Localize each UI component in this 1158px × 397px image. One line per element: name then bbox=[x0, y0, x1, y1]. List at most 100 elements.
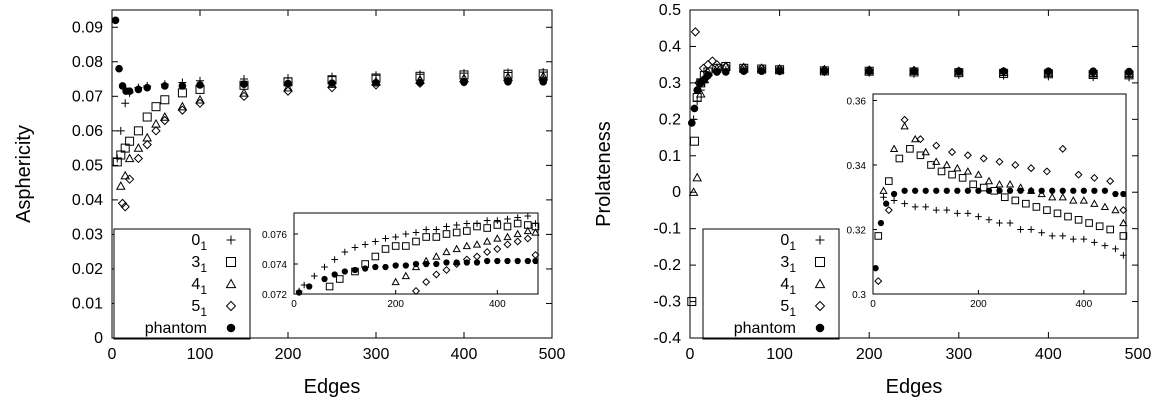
legend-entry-label: 41 bbox=[780, 276, 796, 297]
inset-data-point-circle bbox=[1120, 190, 1127, 198]
inset-data-point-square bbox=[483, 224, 491, 232]
inset-data-point-triangle bbox=[513, 229, 522, 238]
data-point-triangle bbox=[283, 82, 293, 92]
inset-data-point-triangle bbox=[462, 241, 471, 250]
inset-data-point-square bbox=[463, 227, 471, 235]
inset-data-point-square bbox=[325, 282, 334, 291]
y-tick-label: 0.3 bbox=[659, 75, 681, 92]
inset-data-point-square bbox=[402, 242, 410, 250]
data-point-triangle bbox=[133, 143, 144, 152]
data-point-triangle bbox=[120, 170, 131, 180]
data-point-circle bbox=[284, 79, 292, 88]
legend-entry-label: 31 bbox=[780, 254, 796, 275]
series-square bbox=[112, 69, 548, 167]
data-point-circle bbox=[134, 85, 143, 94]
data-point-diamond bbox=[239, 91, 249, 102]
data-point-triangle bbox=[142, 132, 153, 142]
inset-data-point-square bbox=[1095, 222, 1104, 231]
inset-data-point-triangle bbox=[974, 170, 983, 178]
inset-data-point-circle bbox=[943, 187, 950, 194]
inset-data-point-circle bbox=[433, 260, 440, 268]
y-tick-label: 0.05 bbox=[72, 157, 103, 174]
y-tick-label: 0.02 bbox=[72, 261, 103, 278]
legend-marker-plus bbox=[815, 235, 825, 245]
legend-entry-name: phantom bbox=[734, 320, 796, 337]
inset-data-point-diamond bbox=[932, 141, 941, 150]
data-point-diamond bbox=[177, 105, 188, 115]
inset-data-point-plus bbox=[382, 235, 389, 242]
legend-box bbox=[113, 228, 251, 340]
inset-data-point-circle bbox=[933, 187, 940, 194]
inset-y-tick-label: 0.36 bbox=[847, 96, 867, 107]
inset-data-point-diamond bbox=[1058, 144, 1067, 153]
data-point-square bbox=[125, 136, 135, 146]
y-tick-label: 0.09 bbox=[72, 19, 103, 36]
inset-series-diamond bbox=[874, 115, 1128, 286]
inset-data-point-square bbox=[937, 167, 946, 176]
data-point-circle bbox=[539, 78, 547, 86]
x-tick-label: 0 bbox=[108, 346, 117, 363]
inset-data-point-triangle bbox=[889, 144, 899, 152]
legend-entry-label: phantom bbox=[734, 320, 796, 337]
inset-data-point-triangle bbox=[391, 277, 400, 286]
data-point-diamond bbox=[120, 202, 130, 212]
inset-data-point-plus bbox=[341, 248, 349, 256]
inset-series-plus bbox=[295, 212, 539, 295]
legend-entry-subscript: 1 bbox=[789, 283, 796, 297]
inset-data-point-circle bbox=[341, 268, 348, 275]
inset-data-point-triangle bbox=[963, 167, 973, 175]
inset-data-point-square bbox=[473, 222, 481, 231]
legend-entry-name: 3 bbox=[780, 254, 789, 271]
inset-data-point-square bbox=[874, 232, 883, 240]
inset-data-point-triangle bbox=[432, 252, 441, 260]
data-point-triangle bbox=[151, 118, 161, 128]
inset-data-point-diamond bbox=[1106, 177, 1115, 186]
inset-y-tick-label: 0.072 bbox=[262, 290, 287, 301]
inset-data-point-triangle bbox=[472, 240, 482, 248]
y-tick-label: 0.07 bbox=[72, 88, 103, 105]
inset-data-point-plus bbox=[494, 217, 501, 224]
legend-marker-plus bbox=[226, 235, 236, 245]
inset-data-point-diamond bbox=[503, 240, 512, 249]
y-tick-label: -0.4 bbox=[653, 330, 681, 347]
data-point-triangle bbox=[688, 187, 699, 196]
legend-entry-name: 4 bbox=[191, 276, 200, 293]
inset-data-point-square bbox=[381, 245, 390, 253]
inset-data-point-square bbox=[958, 174, 967, 182]
inset-data-point-square bbox=[432, 233, 441, 241]
inset-data-point-diamond bbox=[1027, 164, 1036, 173]
inset-data-point-plus bbox=[311, 272, 318, 280]
y-tick-label: 0.2 bbox=[659, 111, 681, 128]
inset-data-point-plus bbox=[392, 233, 399, 241]
data-point-diamond bbox=[117, 198, 128, 209]
inset-data-point-square bbox=[513, 219, 522, 228]
inset-data-point-circle bbox=[996, 187, 1003, 194]
legend-entry-name: 3 bbox=[191, 254, 200, 271]
inset-data-point-circle bbox=[877, 219, 885, 227]
inset-data-point-square bbox=[1064, 212, 1072, 221]
inset-data-point-plus bbox=[943, 206, 951, 214]
inset-data-point-triangle bbox=[442, 247, 451, 256]
inset-data-point-circle bbox=[1059, 187, 1066, 194]
legend-entry-subscript: 1 bbox=[200, 283, 207, 297]
inset-data-point-diamond bbox=[995, 157, 1004, 166]
data-point-circle bbox=[820, 67, 829, 76]
inset-data-point-square bbox=[1032, 203, 1041, 211]
x-tick-label: 300 bbox=[945, 346, 972, 363]
data-point-triangle bbox=[124, 153, 135, 163]
inset-series-square bbox=[874, 145, 1128, 240]
data-point-circle bbox=[328, 79, 336, 87]
inset-data-point-triangle bbox=[953, 163, 962, 172]
inset-data-point-triangle bbox=[503, 232, 512, 241]
inset-data-point-circle bbox=[1038, 187, 1045, 194]
inset-y-tick-label: 0.074 bbox=[262, 260, 287, 271]
series-diamond bbox=[117, 75, 548, 212]
data-point-square bbox=[151, 102, 161, 112]
series-triangle bbox=[115, 71, 549, 190]
inset-data-point-circle bbox=[524, 257, 531, 265]
inset-data-point-circle bbox=[872, 265, 879, 272]
data-point-diamond bbox=[160, 115, 170, 126]
y-tick-label: 0.04 bbox=[72, 192, 103, 209]
inset-data-point-diamond bbox=[1011, 160, 1020, 169]
inset-data-point-square bbox=[1000, 193, 1009, 202]
